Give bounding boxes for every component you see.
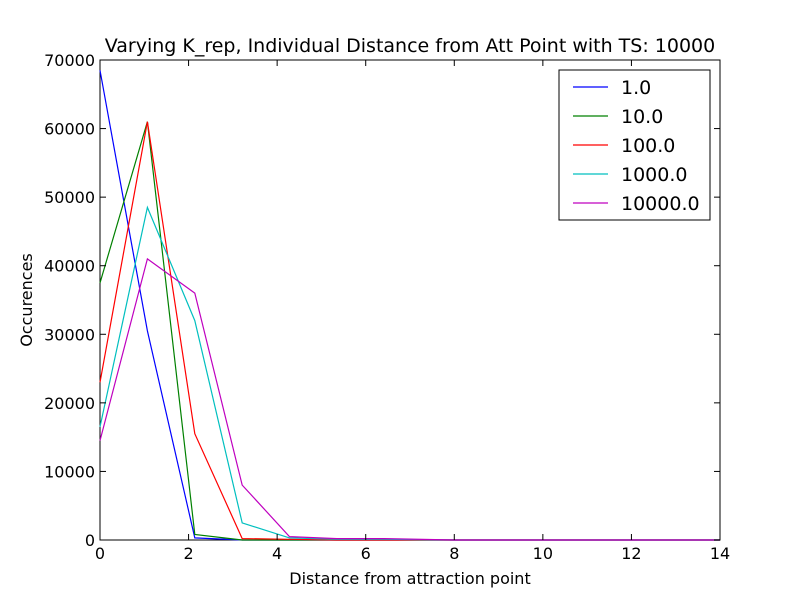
x-tick-label: 6 [361,544,371,563]
x-tick-label: 14 [710,544,730,563]
x-tick-label: 2 [183,544,193,563]
y-tick-label: 10000 [44,462,95,481]
x-tick-label: 8 [449,544,459,563]
legend-label: 10000.0 [621,193,700,215]
x-tick-label: 12 [621,544,641,563]
x-tick-label: 10 [533,544,553,563]
y-tick-label: 50000 [44,188,95,207]
x-tick-label: 0 [95,544,105,563]
x-tick-label: 4 [272,544,282,563]
y-tick-label: 40000 [44,257,95,276]
series-layer [99,70,720,541]
y-tick-label: 60000 [44,120,95,139]
y-tick-label: 70000 [44,51,95,70]
y-tick-label: 30000 [44,325,95,344]
legend-label: 10.0 [621,106,663,128]
y-tick-label: 20000 [44,394,95,413]
series-line-100-0 [99,121,720,541]
y-tick-label: 0 [85,531,95,550]
x-axis-label: Distance from attraction point [289,569,530,588]
axis-ticks: 0 2 4 6 8 10 12 14 0 10000 20000 30000 40000 50000 600… [44,51,730,563]
legend-label: 1.0 [621,77,651,99]
chart-title: Varying K_rep, Individual Distance from … [105,35,716,57]
y-axis-label: Occurences [17,253,36,347]
legend: 1.0 10.0 100.0 1000.0 10000.0 [558,69,711,221]
legend-label: 100.0 [621,135,675,157]
series-line-10000-0 [99,257,720,541]
legend-label: 1000.0 [621,164,687,186]
